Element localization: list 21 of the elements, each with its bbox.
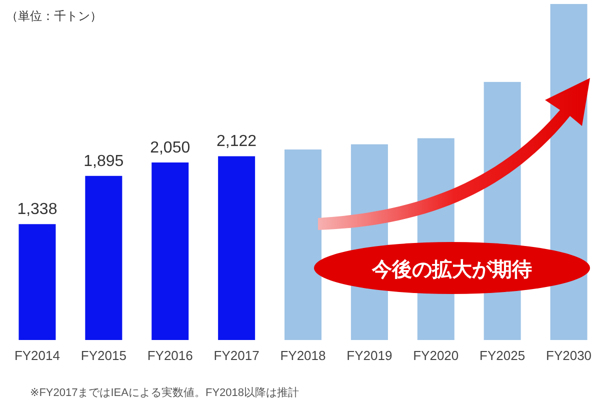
data-label: 1,895 [84,152,124,170]
data-label: 2,050 [150,139,190,156]
x-tick-label: FY2019 [346,348,392,363]
bar [152,162,189,340]
x-tick-label: FY2018 [280,348,326,363]
x-tick-label: FY2030 [546,348,592,363]
data-label: 1,338 [17,201,58,218]
x-tick-label: FY2025 [480,348,526,363]
bar [18,224,56,340]
x-tick-label: FY2016 [147,348,193,363]
x-tick-label: FY2020 [413,348,459,363]
y-axis-title: （単位：千トン） [6,9,102,23]
annotation: 今後の拡大が期待 [371,258,532,281]
bar [284,149,322,340]
x-tick-label: FY2015 [80,348,126,363]
bar [218,156,256,340]
x-tick-label: FY2014 [14,348,60,363]
bar [85,176,122,340]
x-tick-label: FY2017 [214,348,260,363]
data-label: 2,122 [216,133,257,150]
text: ※FY2017まではIEAによる実数値。FY2018以降は推計 [30,386,300,399]
